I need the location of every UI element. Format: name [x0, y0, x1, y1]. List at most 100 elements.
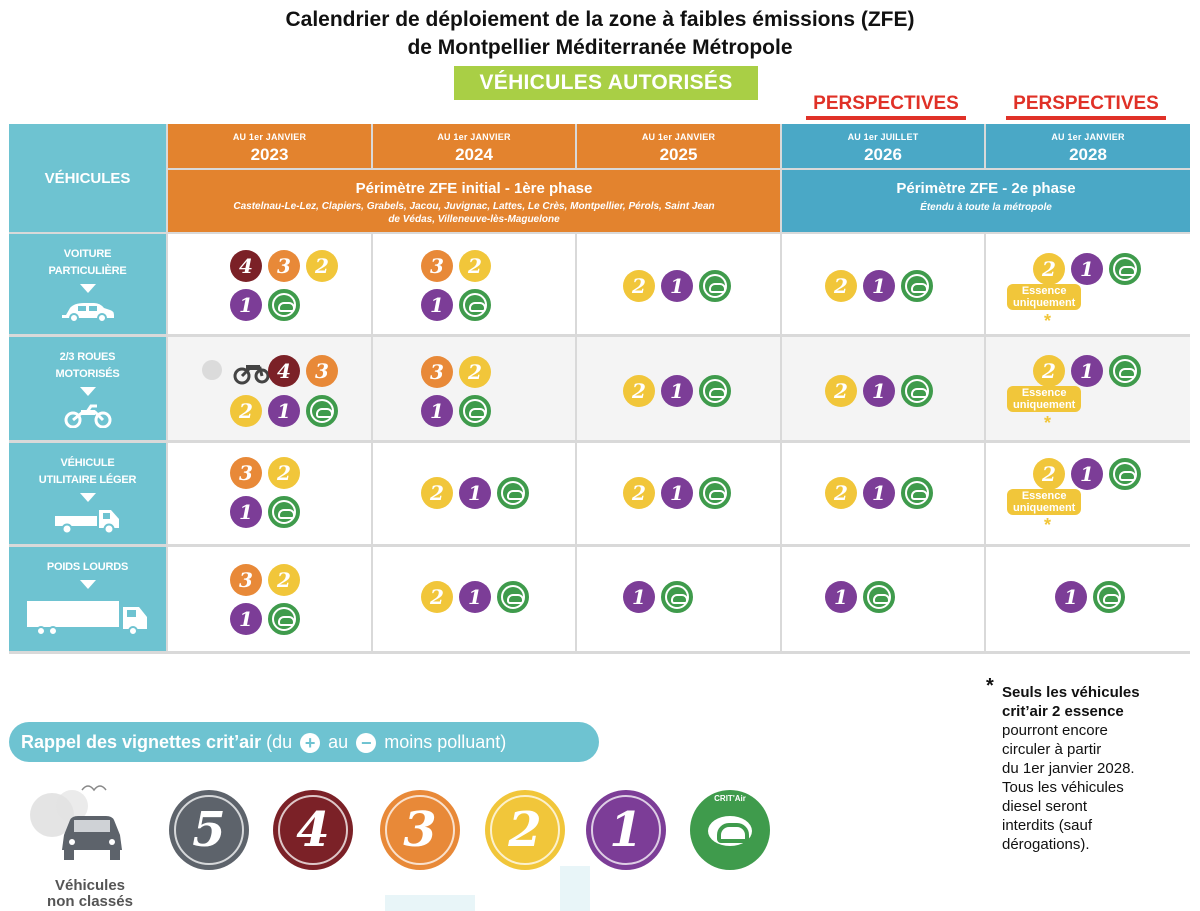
- unclassed-label: Véhicules non classés: [20, 878, 160, 910]
- title-line-1: Calendrier de déploiement de la zone à f…: [285, 8, 915, 31]
- footnote-line: pourront encore: [1002, 722, 1108, 739]
- critair-1-badge: 1: [459, 477, 491, 509]
- critair-2-badge: 2: [825, 375, 857, 407]
- critair-3-badge: 3: [421, 356, 453, 388]
- date-small: AU 1er JANVIER: [437, 132, 511, 142]
- critair-electric-big-badge: CRIT'Air: [690, 790, 770, 870]
- essence-line: uniquement: [1013, 297, 1076, 309]
- critair-3-badge: 3: [268, 250, 300, 282]
- essence-line: Essence: [1021, 285, 1067, 297]
- footnote-asterisk: *: [986, 675, 994, 697]
- unclassed-line: Véhicules: [54, 877, 126, 894]
- perimeter-phase-2: Périmètre ZFE - 2e phase Étendu à toute …: [782, 170, 1190, 232]
- critair-electric-badge: [306, 395, 338, 427]
- critair-2-badge: 2: [623, 477, 655, 509]
- underline: [1006, 116, 1166, 120]
- critair-electric-badge: [901, 270, 933, 302]
- critair-1-badge: 1: [661, 375, 693, 407]
- footnote: * Seuls les véhicules crit’air 2 essence…: [986, 676, 1182, 854]
- vehicles-header: VÉHICULES: [9, 124, 166, 232]
- footnote-bold: crit’air 2 essence: [1002, 703, 1124, 720]
- critair-1-badge: 1: [1071, 458, 1103, 490]
- date-header-2026: AU 1er JUILLET 2026: [782, 124, 984, 168]
- row-label-line: UTILITAIRE LÉGER: [38, 474, 137, 486]
- critair-electric-badge: [699, 375, 731, 407]
- arrow-down-icon: [79, 580, 96, 589]
- electric-car-icon: [1119, 471, 1136, 481]
- critair-electric-badge: [268, 496, 300, 528]
- decoration: [385, 895, 475, 911]
- critair-1-badge: 1: [863, 375, 895, 407]
- critair-label: CRIT'Air: [714, 794, 746, 803]
- critair-2-badge: 2: [459, 356, 491, 388]
- truck-icon: [26, 601, 147, 636]
- perimeter-phase-1: Périmètre ZFE initial - 1ère phase Caste…: [168, 170, 780, 232]
- critair-electric-badge: [1109, 253, 1141, 285]
- critair-3-badge: 3: [230, 564, 262, 596]
- badge-ring: [385, 795, 455, 865]
- smoke-motorbike-icon: [202, 360, 270, 385]
- footnote-line: circuler à partir: [1002, 741, 1102, 758]
- asterisk-mark: *: [1044, 413, 1052, 433]
- critair-3-badge: 3: [421, 250, 453, 282]
- essence-only-tag: Essence uniquement: [1007, 489, 1082, 515]
- perimeter-title: Périmètre ZFE - 2e phase: [896, 180, 1076, 197]
- perspectives-text: PERSPECTIVES: [1013, 93, 1159, 114]
- critair-2-badge: 2: [1033, 355, 1065, 387]
- critair-2-badge: 2: [421, 477, 453, 509]
- car-icon: [61, 303, 114, 323]
- cell-pl-2028: [986, 547, 1190, 651]
- electric-car-icon: [1103, 594, 1120, 604]
- electric-car-icon: [469, 408, 486, 418]
- footnote-line: Tous les véhicules: [1002, 779, 1124, 796]
- van-icon: [54, 510, 119, 535]
- critair-electric-badge: [268, 603, 300, 635]
- critair-1-badge: 1: [268, 395, 300, 427]
- date-small: AU 1er JANVIER: [641, 132, 716, 142]
- electric-car-icon: [717, 823, 749, 843]
- arrow-down-icon: [79, 493, 96, 502]
- date-header-2024: AU 1er JANVIER 2024: [373, 124, 575, 168]
- footnote-line: du 1er janvier 2028.: [1002, 760, 1135, 777]
- critair-1-badge: 1: [863, 477, 895, 509]
- critair-1-badge: 1: [459, 581, 491, 613]
- critair-1-badge: 1: [825, 581, 857, 613]
- date-year: 2028: [1069, 145, 1107, 164]
- critair-electric-badge: [1093, 581, 1125, 613]
- critair-electric-badge: [459, 395, 491, 427]
- row-label-two-wheels: 2/3 ROUES MOTORISÉS: [9, 337, 166, 440]
- date-year: 2025: [659, 145, 698, 164]
- badge-ring: [591, 795, 661, 865]
- date-header-2028: AU 1er JANVIER 2028: [986, 124, 1190, 168]
- deployment-table: VÉHICULES AU 1er JANVIER 2023 AU 1er JAN…: [9, 124, 1190, 654]
- critair-1-badge: 1: [230, 496, 262, 528]
- electric-car-icon: [709, 283, 726, 293]
- critair-electric-badge: [497, 581, 529, 613]
- perspectives-text: PERSPECTIVES: [813, 93, 959, 114]
- unclassed-line: non classés: [47, 893, 133, 910]
- electric-car-icon: [469, 302, 486, 312]
- critair-1-badge: 1: [1071, 253, 1103, 285]
- perimeter-subtitle: Castelnau-Le-Lez, Clapiers, Grabels, Jac…: [233, 201, 715, 225]
- electric-car-icon: [1119, 368, 1136, 378]
- essence-line: uniquement: [1013, 502, 1076, 514]
- date-year: 2024: [455, 145, 493, 164]
- critair-1-badge: 1: [230, 603, 262, 635]
- critair-2-badge: 2: [825, 477, 857, 509]
- electric-car-icon: [278, 509, 295, 519]
- cell-2r-2023: [168, 337, 371, 440]
- critair-1-badge: 1: [661, 477, 693, 509]
- motorbike-icon: [64, 404, 111, 429]
- cell-car-2023: [168, 234, 371, 334]
- date-year: 2023: [250, 145, 289, 164]
- row-label-line: POIDS LOURDS: [46, 561, 129, 573]
- date-header-2023: AU 1er JANVIER 2023: [168, 124, 371, 168]
- unclassed-car-icon: [30, 785, 122, 860]
- badge-ring: [174, 795, 244, 865]
- plus-icon: +: [300, 733, 321, 754]
- asterisk-mark: *: [1044, 311, 1052, 331]
- critair-2-badge: 2: [230, 395, 262, 427]
- electric-car-icon: [709, 388, 726, 398]
- electric-car-icon: [671, 594, 688, 604]
- critair-electric-badge: [661, 581, 693, 613]
